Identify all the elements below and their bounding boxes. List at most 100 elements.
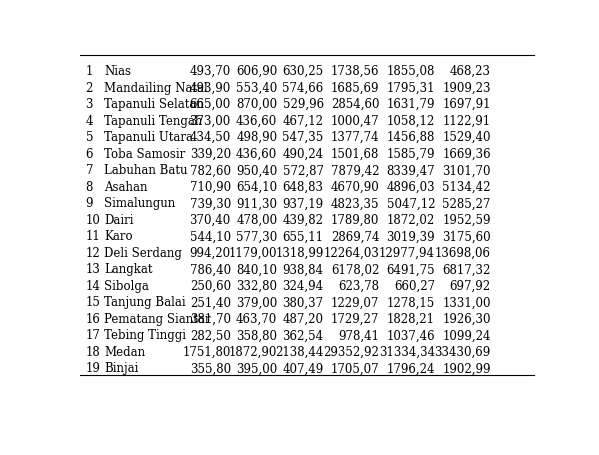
Text: 978,41: 978,41 bbox=[338, 329, 379, 342]
Text: Simalungun: Simalungun bbox=[104, 197, 176, 210]
Text: 938,84: 938,84 bbox=[283, 263, 323, 276]
Text: 379,00: 379,00 bbox=[236, 296, 277, 308]
Text: 577,30: 577,30 bbox=[236, 230, 277, 243]
Text: 467,12: 467,12 bbox=[283, 115, 323, 127]
Text: 6491,75: 6491,75 bbox=[386, 263, 435, 276]
Text: Tanjung Balai: Tanjung Balai bbox=[104, 296, 186, 308]
Text: Medan: Medan bbox=[104, 345, 145, 358]
Text: Karo: Karo bbox=[104, 230, 133, 243]
Text: 5134,42: 5134,42 bbox=[442, 180, 491, 193]
Text: 31334,34: 31334,34 bbox=[379, 345, 435, 358]
Text: Deli Serdang: Deli Serdang bbox=[104, 246, 182, 259]
Text: 29352,92: 29352,92 bbox=[323, 345, 379, 358]
Text: 4896,03: 4896,03 bbox=[386, 180, 435, 193]
Text: 16: 16 bbox=[86, 312, 101, 325]
Text: 1729,27: 1729,27 bbox=[331, 312, 379, 325]
Text: Dairi: Dairi bbox=[104, 213, 134, 226]
Text: 1037,46: 1037,46 bbox=[386, 329, 435, 342]
Text: 1952,59: 1952,59 bbox=[442, 213, 491, 226]
Text: 710,90: 710,90 bbox=[190, 180, 231, 193]
Text: Binjai: Binjai bbox=[104, 362, 138, 374]
Text: 6: 6 bbox=[86, 147, 93, 161]
Text: Asahan: Asahan bbox=[104, 180, 147, 193]
Text: 786,40: 786,40 bbox=[190, 263, 231, 276]
Text: 840,10: 840,10 bbox=[236, 263, 277, 276]
Text: 18: 18 bbox=[86, 345, 100, 358]
Text: 493,90: 493,90 bbox=[190, 81, 231, 95]
Text: 3019,39: 3019,39 bbox=[386, 230, 435, 243]
Text: 4670,90: 4670,90 bbox=[331, 180, 379, 193]
Text: 1828,21: 1828,21 bbox=[387, 312, 435, 325]
Text: 1872,90: 1872,90 bbox=[229, 345, 277, 358]
Text: 1795,31: 1795,31 bbox=[386, 81, 435, 95]
Text: 870,00: 870,00 bbox=[236, 98, 277, 111]
Text: 1331,00: 1331,00 bbox=[442, 296, 491, 308]
Text: 362,54: 362,54 bbox=[283, 329, 323, 342]
Text: 4823,35: 4823,35 bbox=[331, 197, 379, 210]
Text: 1909,23: 1909,23 bbox=[442, 81, 491, 95]
Text: 1501,68: 1501,68 bbox=[331, 147, 379, 161]
Text: 468,23: 468,23 bbox=[450, 65, 491, 78]
Text: 407,49: 407,49 bbox=[283, 362, 323, 374]
Text: 1631,79: 1631,79 bbox=[386, 98, 435, 111]
Text: 395,00: 395,00 bbox=[236, 362, 277, 374]
Text: 606,90: 606,90 bbox=[236, 65, 277, 78]
Text: 2138,44: 2138,44 bbox=[276, 345, 323, 358]
Text: 14: 14 bbox=[86, 279, 101, 292]
Text: 553,40: 553,40 bbox=[236, 81, 277, 95]
Text: 1529,40: 1529,40 bbox=[442, 131, 491, 144]
Text: 493,70: 493,70 bbox=[190, 65, 231, 78]
Text: 648,83: 648,83 bbox=[283, 180, 323, 193]
Text: 3175,60: 3175,60 bbox=[442, 230, 491, 243]
Text: 1000,47: 1000,47 bbox=[331, 115, 379, 127]
Text: Mandailing Natal: Mandailing Natal bbox=[104, 81, 208, 95]
Text: 487,20: 487,20 bbox=[283, 312, 323, 325]
Text: 12: 12 bbox=[86, 246, 100, 259]
Text: 33430,69: 33430,69 bbox=[434, 345, 491, 358]
Text: 660,27: 660,27 bbox=[394, 279, 435, 292]
Text: 1669,36: 1669,36 bbox=[442, 147, 491, 161]
Text: 630,25: 630,25 bbox=[283, 65, 323, 78]
Text: 2869,74: 2869,74 bbox=[331, 230, 379, 243]
Text: 12977,94: 12977,94 bbox=[379, 246, 435, 259]
Text: 1872,02: 1872,02 bbox=[387, 213, 435, 226]
Text: 6817,32: 6817,32 bbox=[443, 263, 491, 276]
Text: 2: 2 bbox=[86, 81, 93, 95]
Text: Labuhan Batu: Labuhan Batu bbox=[104, 164, 187, 177]
Text: 529,96: 529,96 bbox=[283, 98, 323, 111]
Text: Tebing Tinggi: Tebing Tinggi bbox=[104, 329, 186, 342]
Text: Tapanuli Tengah: Tapanuli Tengah bbox=[104, 115, 202, 127]
Text: 1: 1 bbox=[86, 65, 93, 78]
Text: 380,37: 380,37 bbox=[283, 296, 323, 308]
Text: 1377,74: 1377,74 bbox=[331, 131, 379, 144]
Text: 8339,47: 8339,47 bbox=[386, 164, 435, 177]
Text: 8: 8 bbox=[86, 180, 93, 193]
Text: 1179,00: 1179,00 bbox=[229, 246, 277, 259]
Text: 12264,03: 12264,03 bbox=[323, 246, 379, 259]
Text: 355,80: 355,80 bbox=[190, 362, 231, 374]
Text: 498,90: 498,90 bbox=[236, 131, 277, 144]
Text: Nias: Nias bbox=[104, 65, 131, 78]
Text: 1789,80: 1789,80 bbox=[331, 213, 379, 226]
Text: 1099,24: 1099,24 bbox=[442, 329, 491, 342]
Text: 950,40: 950,40 bbox=[236, 164, 277, 177]
Text: 544,10: 544,10 bbox=[190, 230, 231, 243]
Text: 7: 7 bbox=[86, 164, 93, 177]
Text: 547,35: 547,35 bbox=[283, 131, 323, 144]
Text: 490,24: 490,24 bbox=[283, 147, 323, 161]
Text: 911,30: 911,30 bbox=[236, 197, 277, 210]
Text: 251,40: 251,40 bbox=[190, 296, 231, 308]
Text: 439,82: 439,82 bbox=[283, 213, 323, 226]
Text: 324,94: 324,94 bbox=[283, 279, 323, 292]
Text: 370,40: 370,40 bbox=[190, 213, 231, 226]
Text: 5285,27: 5285,27 bbox=[443, 197, 491, 210]
Text: 1278,15: 1278,15 bbox=[387, 296, 435, 308]
Text: 1456,88: 1456,88 bbox=[387, 131, 435, 144]
Text: 623,78: 623,78 bbox=[338, 279, 379, 292]
Text: 332,80: 332,80 bbox=[236, 279, 277, 292]
Text: Tapanuli Utara: Tapanuli Utara bbox=[104, 131, 193, 144]
Text: 1738,56: 1738,56 bbox=[331, 65, 379, 78]
Text: 11: 11 bbox=[86, 230, 100, 243]
Text: 994,20: 994,20 bbox=[190, 246, 231, 259]
Text: 572,87: 572,87 bbox=[283, 164, 323, 177]
